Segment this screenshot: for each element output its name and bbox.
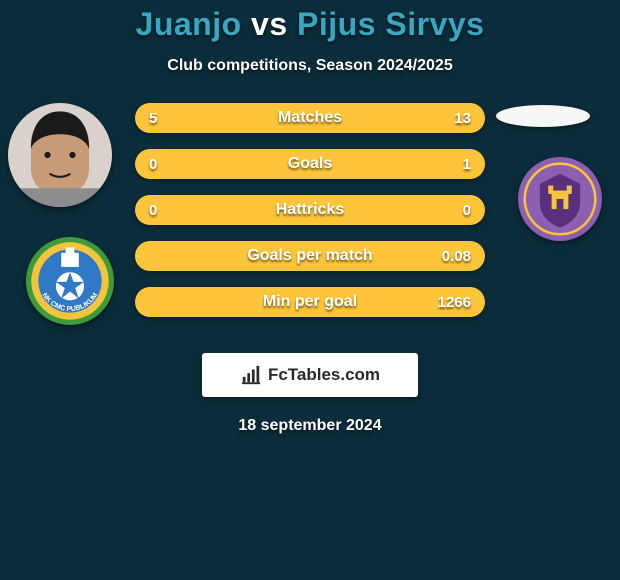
stat-bar: Matches5 13 (135, 103, 485, 133)
stat-bar: Hattricks0 0 (135, 195, 485, 225)
page-title: Juanjo vs Pijus Sirvys (0, 6, 620, 43)
player1-avatar (8, 103, 112, 207)
player1-avatar-svg (8, 103, 112, 207)
title-player2: Pijus Sirvys (297, 6, 484, 42)
player1-club-logo-svg: NK CMC PUBLIKUM (26, 237, 114, 325)
bar-chart-icon (240, 364, 262, 386)
stat-bar-right-value: 1 (463, 149, 471, 179)
stat-bar-right-value: 1266 (438, 287, 471, 317)
stat-bar-label: Min per goal (135, 287, 485, 317)
stat-bar-left-value: 0 (149, 149, 157, 179)
stat-bar-right-value: 0.08 (442, 241, 471, 271)
comparison-infographic: Juanjo vs Pijus Sirvys Club competitions… (0, 0, 620, 580)
title-vs: vs (251, 6, 288, 42)
player2-avatar (496, 105, 590, 127)
stat-bar-label: Hattricks (135, 195, 485, 225)
stats-area: NK CMC PUBLIKUM Matches513Goals01Hattric… (0, 103, 620, 343)
stat-bar-left-value: 5 (149, 103, 157, 133)
stat-bar-right-value: 0 (463, 195, 471, 225)
stat-bar-label: Matches (135, 103, 485, 133)
stat-bar: Min per goal1266 (135, 287, 485, 317)
player2-club-logo-svg (518, 157, 602, 241)
subtitle: Club competitions, Season 2024/2025 (0, 57, 620, 75)
stat-bar: Goals per match0.08 (135, 241, 485, 271)
brand-text: FcTables.com (268, 365, 380, 385)
stat-bar: Goals0 1 (135, 149, 485, 179)
brand-box: FcTables.com (202, 353, 418, 397)
stat-bar-label: Goals per match (135, 241, 485, 271)
stat-bar-right-value: 13 (454, 103, 471, 133)
stat-bar-left-value: 0 (149, 195, 157, 225)
stat-bars: Matches513Goals01Hattricks00Goals per ma… (135, 103, 485, 333)
player2-club-logo (518, 157, 602, 241)
date-line: 18 september 2024 (0, 417, 620, 435)
player1-club-logo: NK CMC PUBLIKUM (26, 237, 114, 325)
stat-bar-label: Goals (135, 149, 485, 179)
title-player1: Juanjo (136, 6, 242, 42)
